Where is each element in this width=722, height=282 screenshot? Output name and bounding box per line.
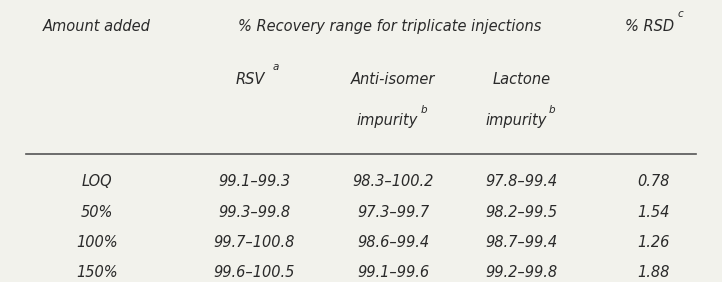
Text: 97.8–99.4: 97.8–99.4 <box>485 174 557 190</box>
Text: 1.88: 1.88 <box>638 265 670 280</box>
Text: 98.3–100.2: 98.3–100.2 <box>352 174 434 190</box>
Text: 100%: 100% <box>76 235 118 250</box>
Text: 0.78: 0.78 <box>638 174 670 190</box>
Text: impurity: impurity <box>485 113 547 128</box>
Text: b: b <box>549 105 555 115</box>
Text: 98.2–99.5: 98.2–99.5 <box>485 205 557 220</box>
Text: c: c <box>678 9 684 19</box>
Text: Amount added: Amount added <box>43 19 151 34</box>
Text: 98.7–99.4: 98.7–99.4 <box>485 235 557 250</box>
Text: RSV: RSV <box>235 72 265 87</box>
Text: 99.1–99.6: 99.1–99.6 <box>357 265 429 280</box>
Text: b: b <box>420 105 427 115</box>
Text: impurity: impurity <box>357 113 418 128</box>
Text: 50%: 50% <box>81 205 113 220</box>
Text: 97.3–99.7: 97.3–99.7 <box>357 205 429 220</box>
Text: 99.3–99.8: 99.3–99.8 <box>218 205 290 220</box>
Text: 150%: 150% <box>76 265 118 280</box>
Text: LOQ: LOQ <box>82 174 112 190</box>
Text: 1.26: 1.26 <box>638 235 670 250</box>
Text: 1.54: 1.54 <box>638 205 670 220</box>
Text: % RSD: % RSD <box>625 19 674 34</box>
Text: Lactone: Lactone <box>492 72 551 87</box>
Text: 98.6–99.4: 98.6–99.4 <box>357 235 429 250</box>
Text: 99.2–99.8: 99.2–99.8 <box>485 265 557 280</box>
Text: 99.7–100.8: 99.7–100.8 <box>213 235 295 250</box>
Text: a: a <box>272 62 279 72</box>
Text: 99.1–99.3: 99.1–99.3 <box>218 174 290 190</box>
Text: % Recovery range for triplicate injections: % Recovery range for triplicate injectio… <box>238 19 542 34</box>
Text: 99.6–100.5: 99.6–100.5 <box>213 265 295 280</box>
Text: Anti-isomer: Anti-isomer <box>351 72 435 87</box>
